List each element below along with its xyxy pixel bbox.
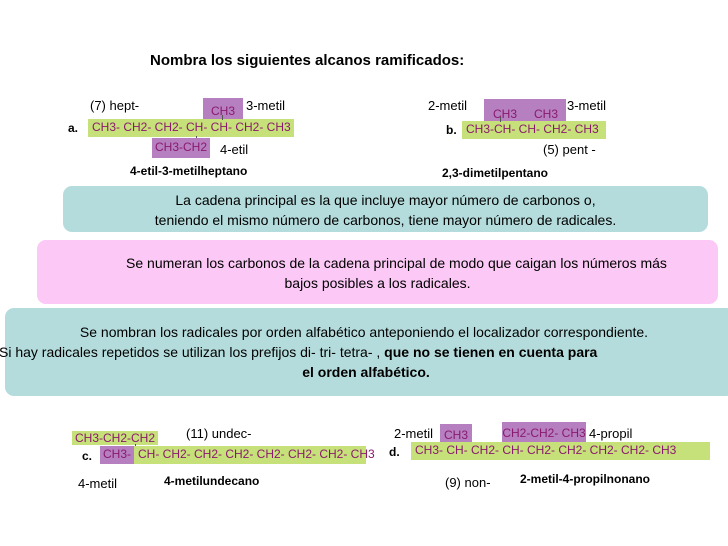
- ex-d-chain-length: (9) non-: [445, 475, 491, 490]
- ex-c-letter: c.: [82, 449, 93, 463]
- ex-a-substituent-top: CH3: [203, 98, 243, 120]
- ex-d-answer: 2-metil-4-propilnonano: [520, 472, 650, 486]
- ex-d-main-chain: CH3- CH- CH2- CH- CH2- CH2- CH2- CH2- CH…: [411, 442, 710, 460]
- ex-c-methyl: CH3-: [100, 446, 134, 464]
- rule-alphabetical-line3: el orden alfabético.: [302, 364, 430, 380]
- rule-alphabetical-line1: Se nombran los radicales por orden alfab…: [79, 324, 649, 340]
- ex-d-substituent-left: CH3: [440, 424, 472, 445]
- rule-alphabetical-line2: Si hay radicales repetidos se utilizan l…: [0, 342, 728, 362]
- rule-alphabetical: Se nombran los radicales por orden alfab…: [0, 308, 728, 396]
- ex-a-main-chain: CH3- CH2- CH2- CH- CH- CH2- CH3: [88, 119, 294, 137]
- ex-c-chain-length: (11) undec-: [186, 426, 252, 441]
- ex-b-main-chain: CH3-CH- CH- CH2- CH3: [462, 121, 606, 139]
- rule-numbering: Se numeran los carbonos de la cadena pri…: [37, 240, 718, 304]
- ex-d-radical-left: 2-metil: [394, 426, 434, 441]
- rule-main-chain-line1: La cadena principal es la que incluye ma…: [175, 192, 596, 208]
- ex-d-letter: d.: [389, 445, 400, 459]
- ex-b-chain-length: (5) pent -: [543, 142, 596, 157]
- ex-b-radical-right: 3-metil: [567, 98, 607, 113]
- ex-a-substituent-bottom: CH3-CH2: [152, 138, 210, 158]
- ex-c-radical: 4-metil: [78, 476, 118, 491]
- rule-main-chain-line2: teniendo el mismo número de carbonos, ti…: [154, 212, 617, 228]
- ex-a-answer: 4-etil-3-metilheptano: [130, 164, 248, 178]
- rule-main-chain: La cadena principal es la que incluye ma…: [63, 186, 708, 232]
- ex-a-radical-bottom: 4-etil: [220, 142, 249, 157]
- ex-a-bond-top: [222, 115, 223, 120]
- ex-c-main-chain: CH- CH2- CH2- CH2- CH2- CH2- CH2- CH3: [134, 446, 375, 464]
- rule-numbering-line2: bajos posibles a los radicales.: [284, 275, 471, 291]
- ex-b-substituent-left: CH3: [484, 99, 526, 122]
- ex-b-bond-left: [500, 117, 501, 122]
- ex-b-answer: 2,3-dimetilpentano: [442, 166, 549, 180]
- ex-c-answer: 4-metilundecano: [164, 474, 260, 488]
- ex-a-chain-length: (7) hept-: [90, 98, 140, 113]
- page-title: Nombra los siguientes alcanos ramificado…: [150, 52, 465, 69]
- ex-b-letter: b.: [446, 123, 457, 137]
- ex-b-radical-left: 2-metil: [428, 98, 468, 113]
- ex-b-substituent-right: CH3: [526, 99, 566, 122]
- ex-a-radical-top: 3-metil: [246, 98, 286, 113]
- ex-a-letter: a.: [68, 121, 79, 135]
- rule-alphabetical-line2-plain: Si hay radicales repetidos se utilizan l…: [0, 344, 385, 360]
- ex-d-substituent-right: CH2-CH2- CH3: [502, 422, 586, 445]
- ex-c-substituent: CH3-CH2-CH2: [72, 431, 158, 445]
- rule-numbering-line1: Se numeran los carbonos de la cadena pri…: [126, 255, 667, 271]
- rule-alphabetical-line2-bold: que no se tienen en cuenta para: [384, 344, 598, 360]
- ex-d-radical-right: 4-propil: [589, 426, 633, 441]
